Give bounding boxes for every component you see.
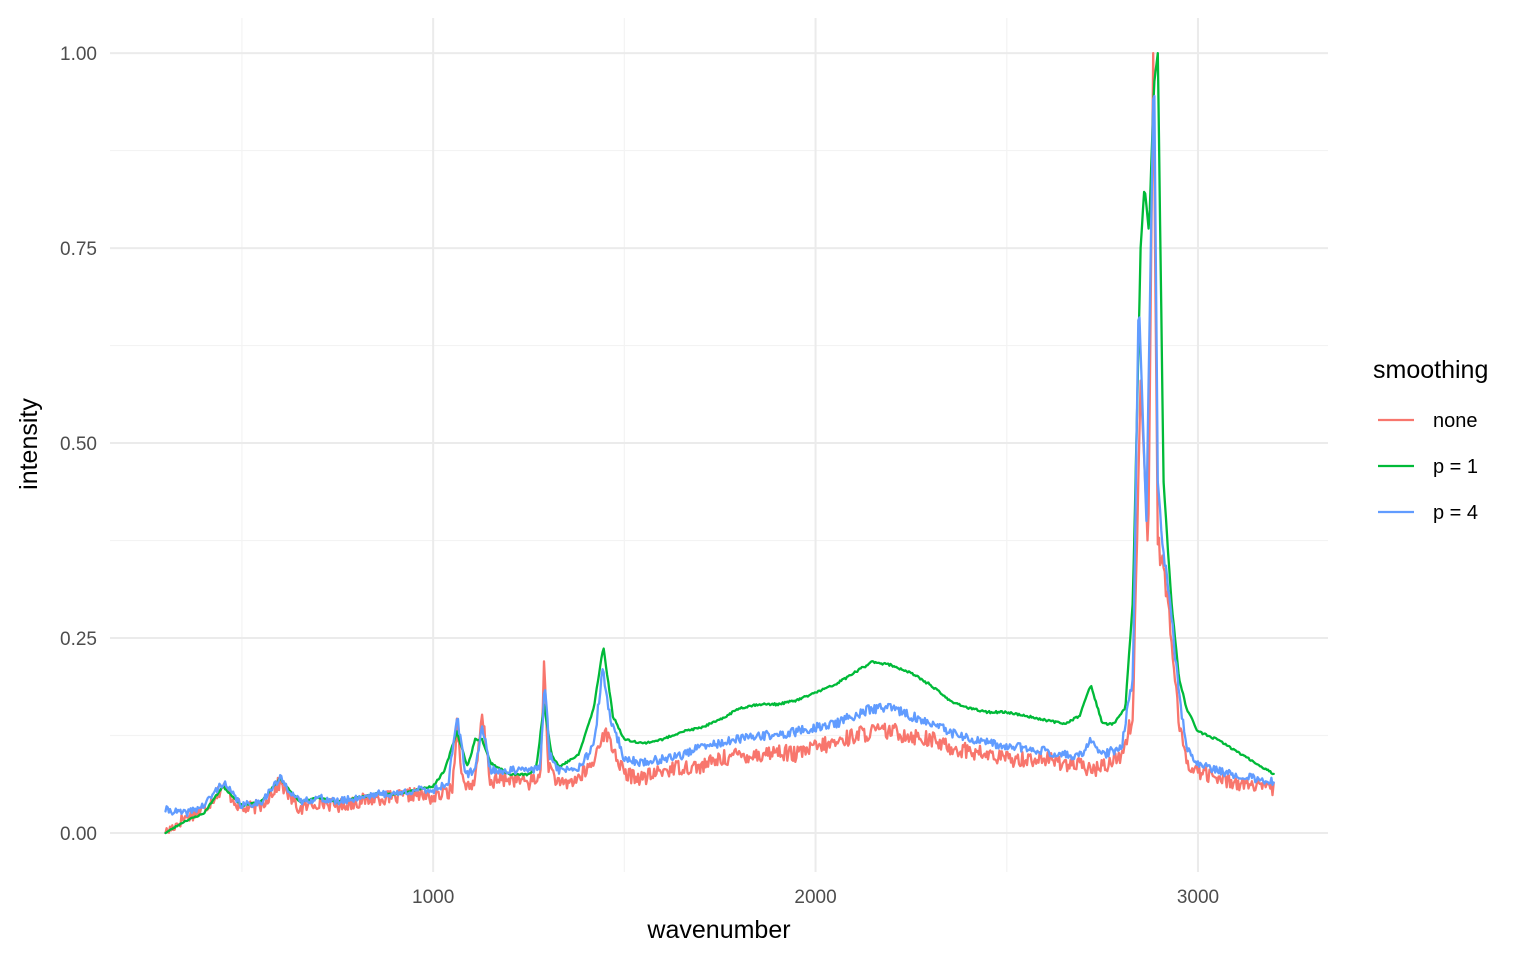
y-axis-ticks: 0.00 0.25 0.50 0.75 1.00 [60, 44, 97, 845]
minor-gridlines [110, 18, 1328, 872]
y-tick-label: 0.75 [60, 239, 97, 260]
legend-label: none [1433, 410, 1478, 432]
legend-label: p = 4 [1433, 502, 1478, 524]
x-tick-label: 2000 [794, 887, 836, 908]
series-lines [164, 51, 1275, 835]
x-tick-label: 1000 [412, 887, 454, 908]
legend-title: smoothing [1373, 356, 1488, 384]
series-line-p4 [164, 94, 1275, 818]
legend-label: p = 1 [1433, 456, 1478, 478]
series-line-none [164, 51, 1275, 835]
y-tick-label: 0.50 [60, 434, 97, 455]
y-axis-title: intensity [15, 398, 43, 490]
y-tick-label: 0.25 [60, 629, 97, 650]
x-tick-label: 3000 [1177, 887, 1219, 908]
legend: smoothing none p = 1 p = 4 [1373, 356, 1488, 524]
y-tick-label: 1.00 [60, 44, 97, 65]
major-gridlines [110, 18, 1328, 872]
x-axis-ticks: 1000 2000 3000 [412, 887, 1219, 908]
x-axis-title: wavenumber [646, 916, 790, 944]
y-tick-label: 0.00 [60, 824, 97, 845]
